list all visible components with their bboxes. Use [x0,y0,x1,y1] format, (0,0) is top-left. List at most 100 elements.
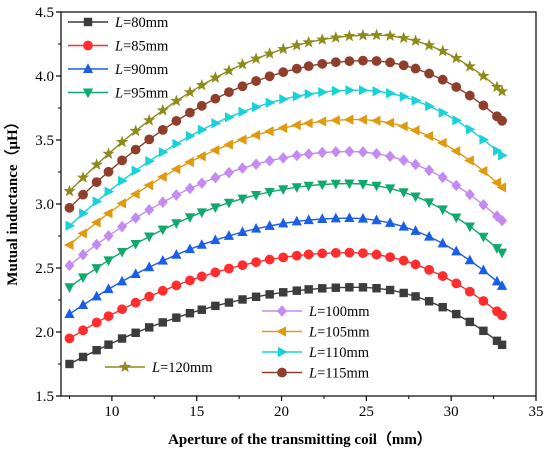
legend-marker [118,360,132,373]
data-point [303,148,314,160]
data-point [278,252,289,263]
data-point [399,288,408,298]
data-point [385,150,396,163]
data-point [157,196,168,208]
data-point [451,245,462,256]
data-point [250,52,263,64]
data-point [491,210,502,222]
legend-label: L=90mm [114,62,169,78]
data-point [277,122,288,134]
data-point [317,180,328,191]
data-point [224,112,235,123]
legend-item: L=100mm [262,304,370,320]
data-point [464,188,475,201]
data-point [410,158,421,171]
data-point [92,196,103,207]
data-point [237,194,248,205]
data-point [210,234,221,245]
data-point [171,219,182,229]
data-point [250,130,261,141]
data-point [496,182,507,193]
legend-label-value: 120mm [168,360,213,376]
data-point [117,334,127,343]
legend-item: L=90mm [68,62,169,78]
data-point [450,51,463,64]
legend-item: L=80mm [68,15,169,31]
data-point [171,249,182,259]
data-point [290,38,303,51]
data-point [143,113,156,126]
data-point [424,230,435,241]
data-point [278,67,289,78]
data-point [278,185,289,195]
data-point [424,68,435,79]
legend-label-eq: = [123,39,131,55]
data-point [251,257,261,268]
data-point [223,198,235,209]
legend-label-var: L [151,360,160,376]
data-point [345,283,354,292]
data-point [398,60,409,71]
data-point [103,311,114,322]
data-point [452,115,462,126]
data-point [196,239,207,249]
data-point [197,124,208,135]
legend-label-eq: = [160,360,168,376]
legend-label-var: L [114,15,123,31]
series-120mm [63,28,509,197]
data-point [478,232,489,243]
data-point [104,186,115,197]
data-point [479,326,488,336]
legend-label-value: 95mm [131,86,169,102]
y-tick-label: 3.5 [35,133,54,149]
data-point [436,137,447,149]
data-point [497,340,507,350]
data-point [409,125,420,136]
data-point [78,352,88,362]
data-point [157,254,168,265]
data-point [491,177,501,188]
data-point [330,247,341,258]
data-point [197,305,207,314]
legend-label-eq: = [123,62,131,78]
data-point [131,165,142,176]
series-line [69,118,503,246]
data-point [424,264,435,275]
data-point [63,184,76,197]
legend-label-var: L [308,304,317,320]
legend-label: L=115mm [308,366,370,382]
data-point [410,192,421,203]
data-point [344,145,355,158]
data-point [398,220,409,231]
data-point [90,217,101,228]
data-point [91,290,102,301]
data-point [236,134,247,145]
y-tick-label: 2.5 [35,261,54,277]
data-point [251,292,261,302]
data-point [185,308,195,318]
x-tick-label: 10 [104,404,119,420]
data-point [495,84,509,97]
series-100mm [64,145,508,272]
data-point [437,237,448,248]
data-point [184,243,196,254]
legend-label: L=80mm [114,15,169,31]
data-point [490,80,504,93]
data-point [317,58,328,69]
data-point [371,249,382,260]
data-point [130,212,141,224]
data-point [184,156,194,168]
data-point [223,166,234,179]
data-point [170,164,181,175]
data-point [330,115,340,126]
data-point [92,345,101,355]
data-point [386,88,396,99]
data-point [265,290,274,299]
data-point [78,325,88,336]
data-point [399,91,410,102]
data-point [397,31,410,44]
data-point [65,359,74,369]
legend-marker [82,88,94,99]
data-point [171,116,182,126]
